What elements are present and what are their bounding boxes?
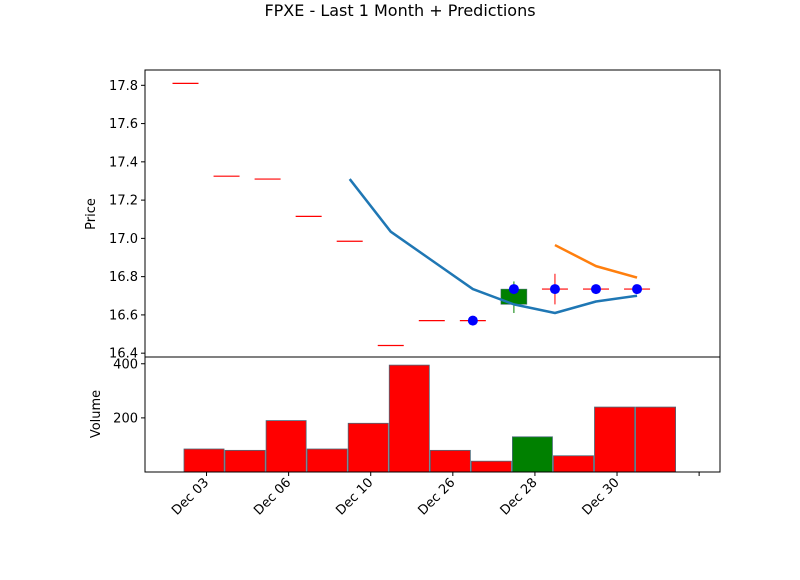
- x-tick-label: Dec 06: [251, 475, 294, 518]
- price-marker: [591, 284, 601, 295]
- volume-axis-label: Volume: [89, 390, 104, 438]
- price-tick-label: 17.4: [109, 155, 138, 170]
- x-tick-label: Dec 28: [498, 475, 541, 518]
- volume-bar: [429, 449, 471, 473]
- volume-bar: [265, 420, 307, 473]
- price-tick-label: 17.0: [109, 232, 138, 247]
- x-tick-label: Dec 10: [333, 475, 376, 518]
- volume-tick-label: 400: [113, 357, 138, 372]
- prediction-line-2: [554, 243, 638, 279]
- price-marker: [632, 284, 643, 295]
- volume-bar: [388, 364, 430, 473]
- volume-panel: 200 400 Volume: [89, 356, 721, 473]
- prediction-lines: [348, 178, 638, 315]
- volume-bar: [224, 449, 266, 473]
- volume-bar: [470, 460, 512, 473]
- volume-tick-label: 200: [113, 411, 138, 426]
- volume-bar: [512, 436, 553, 473]
- price-marker: [508, 284, 519, 295]
- volume-bar: [347, 422, 389, 473]
- price-marker: [549, 284, 560, 295]
- x-tick-label: Dec 30: [580, 475, 623, 518]
- x-axis: Dec 03 Dec 06 Dec 10 Dec 26 Dec 28 Dec 30: [169, 472, 700, 518]
- volume-bar: [594, 406, 635, 473]
- price-marker: [467, 315, 478, 326]
- volume-bar: [553, 455, 594, 473]
- price-markers: [467, 284, 643, 326]
- price-axes-frame: [144, 69, 721, 358]
- price-tick-label: 17.2: [109, 194, 138, 209]
- price-tick-label: 16.6: [109, 308, 138, 323]
- volume-bar: [306, 448, 348, 473]
- price-tick-label: 16.8: [109, 270, 138, 285]
- price-axis-ticks: 16.4 16.6 16.8 17.0 17.2 17.4 17.6 17.8: [109, 79, 145, 362]
- volume-bar: [635, 406, 676, 473]
- volume-axis-ticks: 200 400: [113, 357, 145, 426]
- chart-title: FPXE - Last 1 Month + Predictions: [264, 1, 535, 20]
- price-candles: [172, 82, 651, 347]
- volume-bars: [183, 364, 676, 473]
- volume-bar: [183, 448, 225, 473]
- price-panel: 16.4 16.6 16.8 17.0 17.2 17.4 17.6 17.8 Price: [84, 69, 721, 362]
- price-tick-label: 17.8: [109, 79, 138, 94]
- x-tick-label: Dec 03: [169, 475, 212, 518]
- price-tick-label: 16.4: [109, 347, 138, 362]
- x-tick-label: Dec 26: [415, 475, 458, 518]
- price-axis-label: Price: [84, 198, 99, 230]
- prediction-line-1: [348, 178, 638, 315]
- volume-axes-frame: [144, 356, 721, 473]
- price-tick-label: 17.6: [109, 117, 138, 132]
